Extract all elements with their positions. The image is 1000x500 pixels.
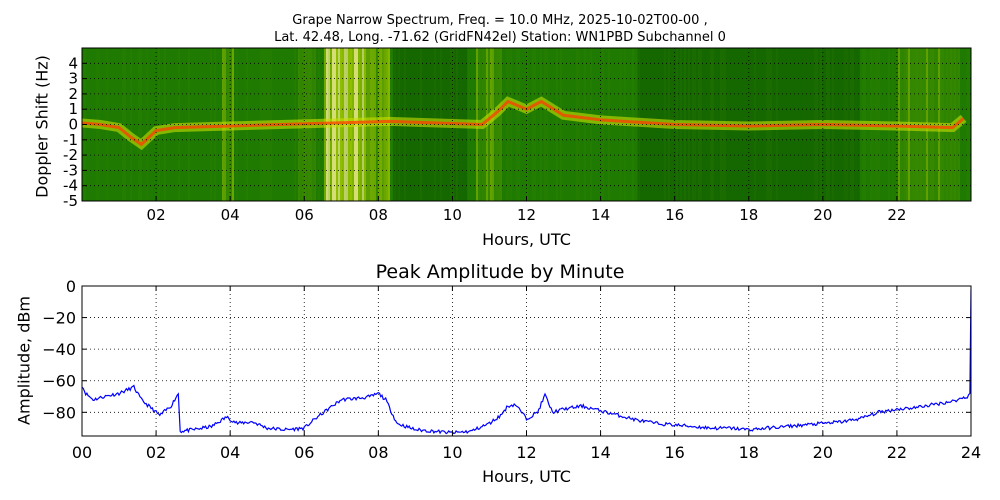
- spectrogram-xtick-label: 20: [813, 206, 832, 224]
- spectrogram-streak: [544, 48, 546, 201]
- amplitude-ytick-label: −20: [42, 309, 76, 328]
- amplitude-xtick-label: 06: [294, 443, 314, 462]
- spectrogram-streak: [164, 48, 166, 201]
- spectrogram-streak: [556, 48, 558, 201]
- spectrogram-xlabel: Hours, UTC: [482, 230, 571, 249]
- spectrogram-xtick-label: 14: [591, 206, 610, 224]
- spectrogram-ytick-label: 2: [68, 85, 78, 103]
- spectrogram-xtick-label: 06: [295, 206, 314, 224]
- amplitude-xtick-label: 18: [739, 443, 759, 462]
- spectrogram-xtick-label: 08: [369, 206, 388, 224]
- amplitude-xtick-label: 12: [516, 443, 536, 462]
- spectrogram-streak: [496, 48, 498, 201]
- spectrogram-title-line2: Lat. 42.48, Long. -71.62 (GridFN42el) St…: [274, 30, 726, 45]
- amplitude-xtick-label: 24: [961, 443, 981, 462]
- spectrogram-xtick-label: 02: [147, 206, 166, 224]
- amplitude-ytick-label: −80: [42, 403, 76, 422]
- spectrogram-chart: 02 04 06 08 10 12 14 16 18 20 2243210-1-2-3-4-5Hou…: [63, 47, 972, 249]
- amplitude-chart: 00 02 04 06 08 10 12 14 16 18 20 22 24 0 −20 −40 −60 −80 H…: [42, 277, 981, 486]
- spectrogram-title-line1: Grape Narrow Spectrum, Freq. = 10.0 MHz,…: [292, 13, 708, 28]
- spectrogram-ytick-label: -5: [63, 192, 78, 210]
- spectrogram-xtick-label: 22: [887, 206, 906, 224]
- amplitude-ytick-label: −40: [42, 340, 76, 359]
- spectrogram-ytick-label: -3: [63, 161, 78, 179]
- spectrogram-xtick-label: 16: [665, 206, 684, 224]
- spectrogram-streak: [508, 48, 510, 201]
- spectrogram-ytick-label: -4: [63, 177, 78, 195]
- spectrogram-streak: [124, 48, 126, 201]
- spectrogram-streak: [584, 48, 586, 201]
- spectrogram-streak: [532, 48, 534, 201]
- amplitude-ytick-label: 0: [66, 277, 76, 296]
- spectrogram-xtick-label: 12: [517, 206, 536, 224]
- amplitude-frame: [81, 285, 972, 437]
- spectrogram-ytick-label: -1: [63, 131, 78, 149]
- spectrogram-streak: [500, 48, 502, 201]
- spectrogram-streak: [560, 48, 562, 201]
- spectrogram-streak: [140, 48, 142, 201]
- spectrogram-xtick-label: 18: [739, 206, 758, 224]
- spectrogram-ytick-label: 4: [68, 54, 78, 72]
- spectrogram-streak: [968, 48, 970, 201]
- spectrogram-streak: [492, 48, 494, 201]
- amplitude-xtick-label: 22: [887, 443, 907, 462]
- spectrogram-streak: [576, 48, 578, 201]
- amplitude-xtick-label: 08: [368, 443, 388, 462]
- spectrogram-ytick-label: 1: [68, 100, 78, 118]
- amplitude-xtick-label: 16: [664, 443, 684, 462]
- amplitude-xtick-label: 00: [72, 443, 92, 462]
- spectrogram-streak: [540, 48, 542, 201]
- amplitude-xtick-label: 20: [813, 443, 833, 462]
- amplitude-series-line: [82, 289, 971, 435]
- spectrogram-ytick-label: -2: [63, 146, 78, 164]
- amplitude-xtick-label: 10: [442, 443, 462, 462]
- amplitude-xtick-label: 04: [220, 443, 240, 462]
- amplitude-ytick-label: −60: [42, 372, 76, 391]
- spectrogram-streak: [516, 48, 518, 201]
- spectrogram-xtick-label: 04: [221, 206, 240, 224]
- amplitude-xtick-label: 02: [146, 443, 166, 462]
- spectrogram-xtick-label: 10: [443, 206, 462, 224]
- spectrogram-ytick-label: 3: [68, 70, 78, 88]
- amplitude-chart-title: Peak Amplitude by Minute: [375, 261, 625, 283]
- amplitude-xlabel: Hours, UTC: [482, 467, 571, 486]
- spectrogram-ytick-label: 0: [68, 116, 78, 134]
- amplitude-xtick-label: 14: [590, 443, 610, 462]
- doppler-trace: [82, 99, 965, 147]
